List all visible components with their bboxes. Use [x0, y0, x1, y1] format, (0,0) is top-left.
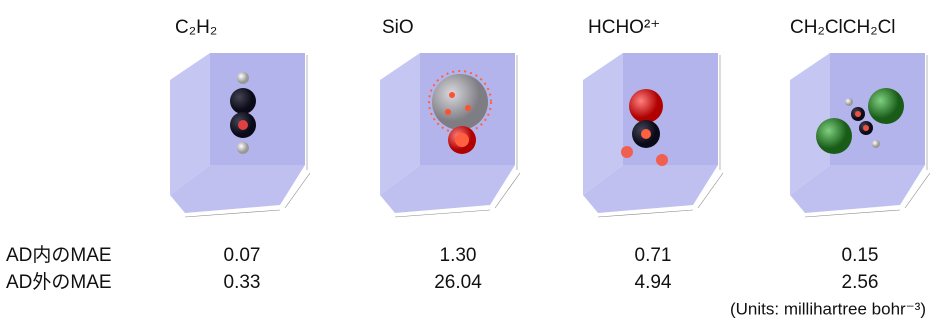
row-label: AD外のMAE [6, 271, 112, 293]
cell: 2.56 [842, 272, 879, 293]
row-label: AD内のMAE [6, 244, 112, 266]
molecule-title: C₂H₂ [175, 17, 217, 38]
cell: 0.07 [224, 245, 261, 266]
molecule-title: HCHO²⁺ [588, 17, 660, 38]
cell: 26.04 [434, 272, 482, 293]
molecule-title: CH₂ClCH₂Cl [790, 17, 896, 38]
units-note: (Units: millihartree bohr⁻³) [730, 299, 926, 318]
cell: 1.30 [440, 245, 477, 266]
cell: 0.15 [842, 245, 879, 266]
molecule-title: SiO [382, 17, 414, 38]
cell: 0.33 [224, 272, 261, 293]
cell: 0.71 [635, 245, 672, 266]
figure: C₂H₂ SiO HCHO²⁺ CH₂ClCH₂Cl AD内のMAE 0.07 … [0, 0, 933, 323]
cell: 4.94 [635, 272, 672, 293]
plots [170, 53, 930, 217]
